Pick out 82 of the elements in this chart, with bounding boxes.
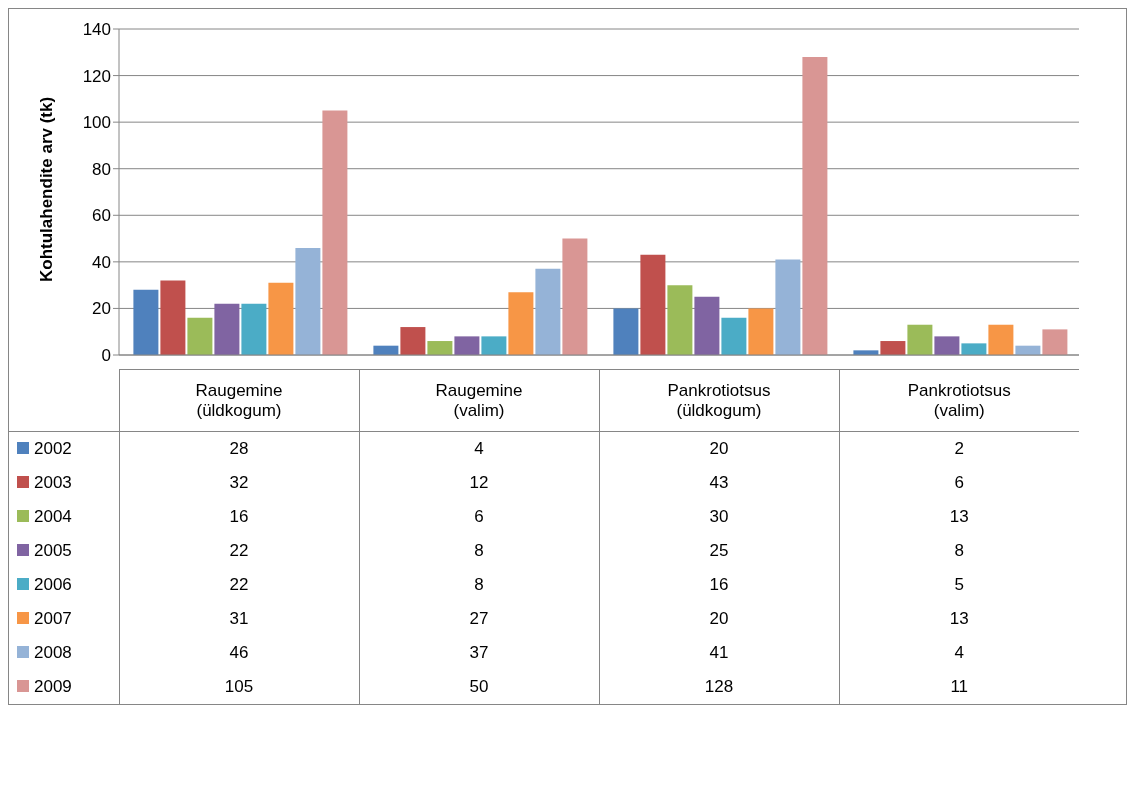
y-axis-title: Kohtulahendite arv (tk) [37,96,57,282]
bar [133,289,159,355]
x-tick-label: Raugemine (üldkogum) [119,369,359,432]
data-label: 16 [599,567,839,602]
bar [880,341,906,355]
data-label: 13 [839,601,1079,636]
bar [508,292,534,355]
data-label: 4 [359,431,599,466]
x-tick-label: Raugemine (valim) [359,369,599,432]
bar [613,308,639,355]
y-tick-label: 120 [82,66,111,86]
bar [640,254,666,355]
data-label: 20 [599,601,839,636]
bar [694,296,720,355]
bar [907,324,933,355]
y-tick-label: 20 [92,299,111,319]
data-label: 43 [599,465,839,500]
data-label: 105 [119,669,359,704]
data-label: 30 [599,499,839,534]
y-tick-label: 40 [92,252,111,272]
bar [400,327,426,355]
bar [160,280,186,355]
legend-label: 2007 [33,607,73,630]
bar [268,282,294,355]
data-label: 4 [839,635,1079,670]
data-label: 2 [839,431,1079,466]
data-label: 46 [119,635,359,670]
bar [322,110,348,355]
bar [961,343,987,355]
bar [934,336,960,355]
bar [187,317,213,355]
x-tick-label: Pankrotiotsus (valim) [839,369,1079,432]
legend-label: 2009 [33,675,73,698]
bar [1042,329,1068,355]
y-tick-label: 0 [101,346,111,366]
x-tick-label: Pankrotiotsus (üldkogum) [599,369,839,432]
bar [775,259,801,355]
legend-label: 2006 [33,573,73,596]
data-label: 11 [839,669,1079,704]
data-label: 16 [119,499,359,534]
data-label: 8 [839,533,1079,568]
bar [535,268,561,355]
bar [748,308,774,355]
bar [988,324,1014,355]
data-label: 6 [359,499,599,534]
y-tick-label: 100 [82,113,111,133]
bar [667,285,693,355]
data-label: 31 [119,601,359,636]
data-label: 50 [359,669,599,704]
y-tick-label: 80 [92,159,111,179]
data-label: 13 [839,499,1079,534]
legend-label: 2004 [33,505,73,528]
data-label: 12 [359,465,599,500]
data-label: 22 [119,533,359,568]
legend-label: 2005 [33,539,73,562]
data-label: 128 [599,669,839,704]
y-tick-label: 140 [82,20,111,40]
y-tick-label: 60 [92,206,111,226]
data-label: 27 [359,601,599,636]
bar [214,303,240,355]
data-label: 25 [599,533,839,568]
data-label: 28 [119,431,359,466]
legend-label: 2002 [9,431,119,466]
data-label: 5 [839,567,1079,602]
data-label: 22 [119,567,359,602]
bar [454,336,480,355]
data-label: 8 [359,533,599,568]
data-label: 6 [839,465,1079,500]
legend-label: 2003 [33,471,73,494]
legend-label: 2008 [33,641,73,664]
bar [241,303,267,355]
data-label: 32 [119,465,359,500]
bar [427,341,453,355]
bar [562,238,588,355]
bar [481,336,507,355]
bar [295,247,321,355]
data-label: 37 [359,635,599,670]
data-label: 8 [359,567,599,602]
bar [721,317,747,355]
bar [802,56,828,355]
data-label: 20 [599,431,839,466]
data-label: 41 [599,635,839,670]
